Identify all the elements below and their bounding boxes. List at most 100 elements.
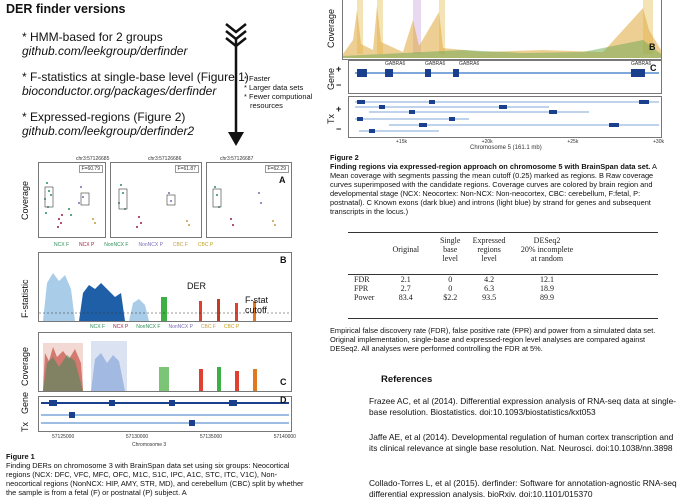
note-line: * Larger data sets (244, 83, 304, 92)
version-url[interactable]: bioconductor.org/packages/derfinder (22, 84, 217, 98)
legend-item: NonNCX F (104, 242, 129, 248)
gene-name: GABRA6 (385, 61, 406, 67)
legend-item: NonNCX F (136, 324, 161, 330)
table-cell: $2.2 (443, 293, 458, 302)
table-row: FDR 2.1 0 4.2 12.1 (350, 275, 583, 284)
x-tick: 57125000 (52, 434, 75, 440)
fig2-coverage-svg (343, 0, 661, 58)
fig2-panel-b: B (342, 0, 662, 60)
fig1-coverage-label-c: Coverage (20, 346, 30, 386)
boxplot-svg (118, 184, 190, 228)
legend-item: NCX P (79, 242, 95, 248)
chr-label: chr3:57126687 (220, 156, 254, 162)
fig2-caption-lead: Finding regions via expressed-region app… (330, 162, 651, 171)
legend-item: CBC F (200, 324, 216, 330)
chr-label: chr3:57126685 (76, 156, 110, 162)
fig1-panel-b: B DER F-stat cutoff (38, 252, 292, 322)
table-cell: Power (354, 293, 375, 302)
table-cell: 93.5 (482, 293, 497, 302)
track-svg (41, 400, 289, 426)
fig1-panel-d: D (38, 395, 292, 432)
panel-letter: B (649, 42, 656, 52)
table-header-cell (378, 254, 433, 263)
table-cell: 6.3 (484, 284, 495, 293)
gene-name: GABRA6 (631, 61, 652, 67)
table-header-row: level level at random (350, 254, 583, 263)
x-tick: +15k (396, 139, 407, 145)
reference-item: Frazee AC, et al (2014). Differential ex… (369, 396, 677, 417)
table-header-cell: at random (530, 254, 564, 263)
version-text: * F-statistics at single-base level (Fig… (22, 70, 249, 84)
references-heading: References (381, 374, 433, 385)
table-header-cell (350, 236, 378, 245)
table-header-row: Single Expressed DESeq2 (350, 236, 583, 245)
minus-strand-icon: − (336, 124, 342, 134)
fig1-coverage-label: Coverage (20, 180, 30, 220)
fig2-tx-track (348, 96, 662, 138)
legend-item: CBC P (223, 324, 240, 330)
f-value: F=62.29 (264, 165, 289, 173)
legend-item: NonNCX P (168, 324, 193, 330)
fig1-caption-title: Figure 1 (6, 452, 35, 461)
fig1-boxplot-2: F=61.87 (110, 162, 202, 238)
fig2-caption: Finding regions via expressed-region app… (330, 162, 675, 216)
table-header-row: Original base regions 20% incomplete (350, 245, 583, 254)
version-url[interactable]: github.com/leekgroup/derfinder2 (22, 124, 195, 138)
legend-item: CBC F (172, 242, 188, 248)
note-line: resources (250, 101, 283, 110)
table-header-cell: regions (477, 245, 501, 254)
table-cell: 0 (448, 284, 453, 293)
minus-strand-icon: − (336, 80, 342, 90)
fig1-caption: Finding DERs on chromosome 3 with BrainS… (6, 461, 304, 497)
table-cell: 2.1 (400, 275, 411, 284)
fig2-tx-label: Tx (326, 114, 336, 124)
version-item-fstat: * F-statistics at single-base level (Fig… (22, 70, 249, 98)
table-header-cell (350, 254, 378, 263)
panel-letter: C (280, 377, 287, 387)
version-item-hmm: * HMM-based for 2 groups github.com/leek… (22, 30, 187, 58)
fig1-fstat-label: F-statistic (20, 279, 30, 318)
fstat-svg (39, 273, 291, 321)
coverage-svg (43, 341, 257, 391)
table-header-cell: level (481, 254, 497, 263)
fig2-coverage-label: Coverage (326, 8, 336, 48)
boxplot-svg (212, 186, 276, 226)
table-cell: FPR (354, 284, 369, 293)
table-row: FPR 2.7 0 6.3 18.9 (350, 284, 583, 293)
gene-name: GABRA6 (425, 61, 446, 67)
results-table: Single Expressed DESeq2 Original base re… (350, 236, 583, 302)
gene-track-svg (355, 69, 659, 77)
fig2-gene-track: GABRA6 GABRA6 GABRA6 GABRA6 C (348, 60, 662, 94)
table-header-cell: Original (392, 245, 420, 254)
table-header-cell: 20% incomplete (520, 245, 574, 254)
fstat-cutoff-label: F-stat cutoff (245, 295, 269, 315)
fig1-tx-label: Tx (20, 422, 30, 432)
panel-letter: B (280, 255, 287, 265)
version-url[interactable]: github.com/leekgroup/derfinder (22, 44, 188, 58)
fig1-panel-c: C (38, 332, 292, 392)
plus-strand-icon: + (336, 104, 342, 114)
legend-item: CBC P (197, 242, 214, 248)
fig2-caption-body: A Mean coverage with segments passing th… (330, 162, 657, 216)
version-text: * Expressed-regions (Figure 2) (22, 110, 186, 124)
fig2-gene-label: Gene (326, 67, 336, 90)
panel-letter: A (279, 175, 286, 185)
fig2-caption-title: Figure 2 (330, 153, 359, 162)
reference-item: Collado-Torres L, et al (2015). derfinde… (369, 478, 677, 499)
table-header-cell (378, 236, 433, 245)
x-tick: +30k (653, 139, 664, 145)
table-header-cell (350, 245, 378, 254)
table-row: Power 83.4 $2.2 93.5 89.9 (350, 293, 583, 302)
fig2-x-axis-label: Chromosome 5 (161.1 mb) (470, 145, 542, 151)
fig1-legend-c: NCX F NCX P NonNCX F NonNCX P CBC F CBC … (90, 324, 239, 330)
gene-name: GABRA6 (459, 61, 480, 67)
table-cell: 89.9 (540, 293, 555, 302)
boxplot-svg (44, 182, 96, 228)
fig2-x-ticks: +15k +20k +25k +30k (396, 139, 664, 145)
x-tick: +20k (481, 139, 493, 145)
panel-letter: C (650, 63, 657, 73)
table-cell: 18.9 (540, 284, 555, 293)
down-arrow-icon (225, 23, 247, 146)
legend-item: NCX F (54, 242, 69, 248)
table-mid-rule (348, 274, 658, 275)
